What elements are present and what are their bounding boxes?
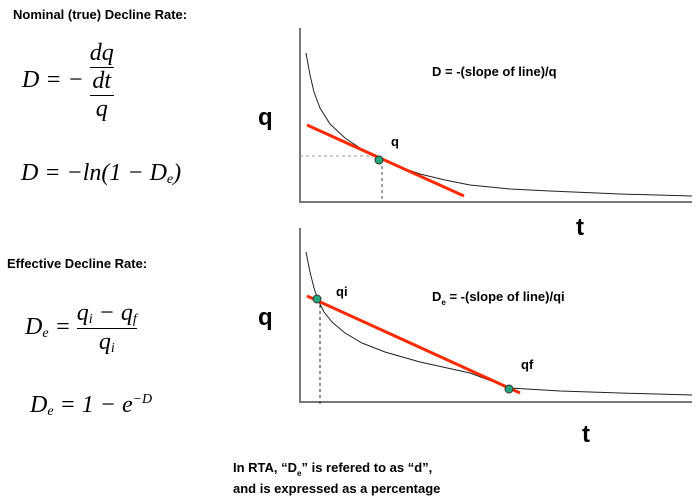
eff1-lhs-sub: e: [42, 326, 49, 342]
top-point: [374, 155, 384, 165]
formula-rest: = -(slope of line)/qi: [445, 289, 565, 304]
qi-label: qi: [336, 284, 348, 299]
formula-sub: e: [441, 298, 446, 307]
footer-note: In RTA, “De” is refered to as “d”, and i…: [233, 460, 440, 496]
eq1-fraction: dq dt q: [89, 40, 114, 123]
eq1-dt: dt: [89, 67, 114, 95]
bottom-x-label: t: [582, 421, 590, 448]
eff1-qf-sub: f: [132, 312, 137, 327]
formula-d: D: [432, 289, 442, 304]
bottom-decline-curve: [305, 251, 693, 396]
top-x-label: t: [576, 214, 584, 241]
bottom-y-label: q: [258, 304, 273, 331]
nominal-equation-1: D = − dq dt q: [22, 40, 114, 123]
top-point-label: q: [391, 134, 399, 149]
top-formula: D = -(slope of line)/q: [432, 64, 557, 79]
eff2-sup: −D: [132, 392, 153, 407]
footer-line1-b: ” is refered to as “d”,: [301, 460, 433, 475]
eff1-lhs: D: [25, 314, 43, 341]
footer-line1-a: In RTA, “D: [233, 460, 298, 475]
qi-point: [312, 294, 322, 304]
bottom-secant-line: [306, 294, 521, 395]
bottom-chart: [299, 228, 693, 406]
effective-heading: Effective Decline Rate:: [7, 256, 148, 271]
top-chart: [299, 28, 693, 203]
eff1-eq: =: [48, 314, 77, 341]
qf-point: [504, 384, 514, 394]
eq1-q: q: [89, 95, 114, 123]
effective-equation-2: De = 1 − e−D: [30, 392, 152, 420]
eff1-qi-sub: i: [88, 312, 93, 327]
qf-label: qf: [521, 357, 534, 372]
nominal-equation-2: D = −ln(1 − De): [21, 160, 181, 188]
footer-line2: and is expressed as a percentage: [233, 481, 441, 496]
eff1-den-sub: i: [110, 341, 115, 356]
eq1-dq: dq: [89, 40, 114, 66]
effective-equation-1: De = qi − qf qi: [25, 300, 137, 357]
nominal-heading: Nominal (true) Decline Rate:: [13, 7, 188, 22]
eff1-den: q: [98, 329, 111, 355]
top-tangent-line: [306, 123, 465, 198]
bottom-formula: De = -(slope of line)/qi: [432, 289, 565, 307]
eq2-sub: e: [166, 172, 174, 187]
eq2-main: D = −ln(1 − D: [21, 160, 167, 186]
eq2-close: ): [173, 160, 182, 186]
eq1-lhs: D = −: [22, 67, 84, 94]
footer-line1-sub: e: [297, 469, 302, 478]
eff2-lhs: D: [30, 392, 48, 418]
eff1-qi: q: [76, 300, 89, 326]
top-y-label: q: [258, 104, 273, 131]
eff1-fraction: qi − qf qi: [76, 300, 137, 357]
eff2-lhs-sub: e: [47, 404, 54, 419]
eff2-rhs: = 1 − e: [53, 392, 133, 418]
eff1-qf: − q: [92, 300, 133, 326]
